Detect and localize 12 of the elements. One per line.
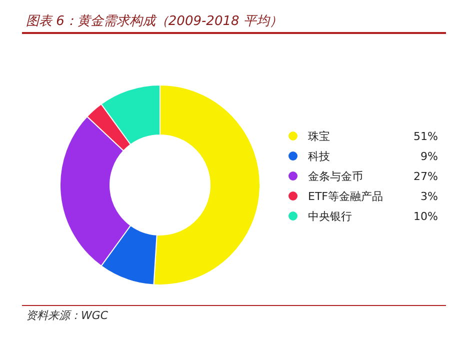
chart-title: 图表 6：黄金需求构成（2009-2018 平均）: [26, 13, 282, 30]
data-label: 10%: [414, 210, 438, 222]
data-label: 9%: [420, 150, 438, 162]
legend-label: 科技: [308, 148, 331, 164]
legend-label: 中央银行: [308, 208, 353, 224]
data-label: 51%: [414, 130, 438, 142]
data-label: 27%: [414, 170, 438, 182]
legend-label: 金条与金币: [308, 168, 364, 184]
legend-label: 珠宝: [308, 128, 331, 144]
text: 资料来源：WGC: [26, 308, 108, 323]
data-label: 3%: [420, 190, 438, 202]
legend-label: ETF等金融产品: [308, 188, 384, 204]
